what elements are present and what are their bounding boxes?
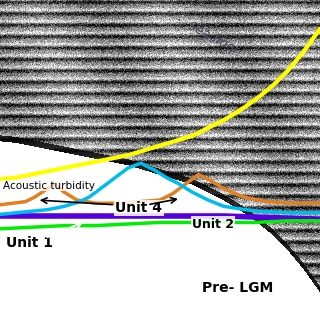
Text: Unit 4: Unit 4 (115, 201, 162, 215)
Text: Pre- LGM: Pre- LGM (202, 281, 273, 295)
Text: Unit 1: Unit 1 (6, 236, 53, 250)
Text: Sea floor: Sea floor (186, 20, 241, 57)
Text: Unit 2: Unit 2 (192, 218, 234, 230)
Text: Acoustic turbidity: Acoustic turbidity (3, 180, 95, 191)
